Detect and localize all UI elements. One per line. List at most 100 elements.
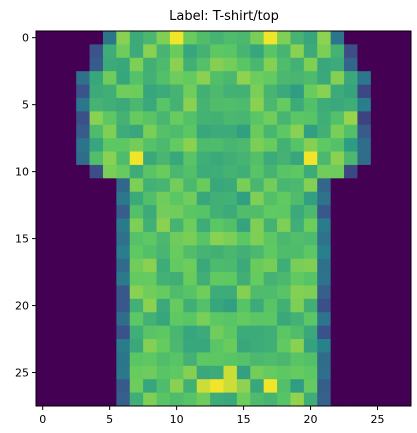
- image-pixel: [263, 44, 278, 59]
- image-pixel: [384, 84, 398, 99]
- image-pixel: [250, 164, 265, 179]
- image-pixel: [210, 31, 224, 45]
- image-pixel: [317, 298, 332, 313]
- image-pixel: [330, 272, 345, 286]
- image-pixel: [357, 111, 372, 126]
- image-pixel: [129, 44, 144, 59]
- axes-frame: [35, 30, 412, 407]
- image-pixel: [183, 272, 198, 286]
- image-pixel: [89, 312, 104, 327]
- image-pixel: [303, 365, 318, 380]
- image-pixel: [250, 272, 265, 286]
- image-pixel: [183, 44, 198, 59]
- image-pixel: [397, 258, 412, 273]
- image-pixel: [89, 272, 104, 286]
- image-pixel: [156, 44, 171, 59]
- image-pixel: [36, 44, 50, 59]
- image-pixel: [357, 392, 372, 407]
- image-pixel: [89, 205, 104, 219]
- image-pixel: [89, 111, 104, 126]
- image-pixel: [330, 31, 345, 45]
- image-pixel: [196, 205, 211, 219]
- image-pixel: [143, 325, 157, 340]
- image-pixel: [236, 124, 251, 139]
- image-pixel: [116, 365, 131, 380]
- image-pixel: [330, 218, 345, 233]
- image-pixel: [129, 178, 144, 193]
- image-pixel: [384, 205, 398, 219]
- image-pixel: [384, 44, 398, 59]
- image-pixel: [196, 285, 211, 300]
- image-pixel: [317, 178, 332, 193]
- image-pixel: [76, 164, 90, 179]
- image-pixel: [49, 97, 64, 112]
- image-pixel: [303, 285, 318, 300]
- image-pixel: [277, 31, 291, 45]
- image-pixel: [89, 151, 104, 166]
- image-pixel: [357, 138, 372, 152]
- image-pixel: [344, 151, 358, 166]
- image-pixel: [317, 352, 332, 367]
- image-pixel: [357, 97, 372, 112]
- image-pixel: [116, 205, 131, 219]
- image-pixel: [183, 57, 198, 72]
- image-pixel: [169, 298, 184, 313]
- image-pixel: [263, 325, 278, 340]
- image-pixel: [196, 151, 211, 166]
- image-pixel: [384, 164, 398, 179]
- image-pixel: [303, 218, 318, 233]
- image-pixel: [183, 312, 198, 327]
- image-pixel: [36, 352, 50, 367]
- image-pixel: [317, 97, 332, 112]
- image-pixel: [263, 84, 278, 99]
- image-pixel: [102, 164, 117, 179]
- image-pixel: [303, 298, 318, 313]
- image-pixel: [62, 57, 77, 72]
- image-pixel: [277, 298, 291, 313]
- image-pixel: [62, 272, 77, 286]
- image-pixel: [236, 245, 251, 260]
- image-pixel: [330, 231, 345, 246]
- y-tick-label: 25: [15, 367, 29, 380]
- image-pixel: [263, 151, 278, 166]
- image-pixel: [36, 124, 50, 139]
- image-pixel: [223, 325, 238, 340]
- image-pixel: [303, 84, 318, 99]
- image-pixel: [129, 164, 144, 179]
- image-pixel: [102, 191, 117, 206]
- image-pixel: [210, 111, 224, 126]
- image-pixel: [210, 272, 224, 286]
- image-pixel: [169, 272, 184, 286]
- image-pixel: [62, 31, 77, 45]
- image-pixel: [143, 231, 157, 246]
- image-pixel: [250, 298, 265, 313]
- image-pixel: [143, 258, 157, 273]
- image-pixel: [49, 218, 64, 233]
- image-pixel: [370, 339, 385, 353]
- image-pixel: [330, 205, 345, 219]
- image-pixel: [89, 325, 104, 340]
- image-pixel: [370, 84, 385, 99]
- image-pixel: [36, 71, 50, 85]
- image-pixel: [370, 379, 385, 393]
- image-pixel: [370, 164, 385, 179]
- image-pixel: [250, 352, 265, 367]
- image-pixel: [263, 298, 278, 313]
- image-pixel: [102, 312, 117, 327]
- x-axis-ticks: 0 5 10 15 20 25: [39, 406, 385, 426]
- image-pixel: [397, 285, 412, 300]
- image-pixel: [317, 312, 332, 327]
- image-pixel: [303, 57, 318, 72]
- image-pixel: [210, 339, 224, 353]
- image-pixel: [183, 339, 198, 353]
- image-pixel: [76, 285, 90, 300]
- image-pixel: [277, 392, 291, 407]
- image-pixel: [102, 205, 117, 219]
- image-pixel: [76, 57, 90, 72]
- image-pixel: [102, 84, 117, 99]
- image-pixel: [317, 205, 332, 219]
- image-pixel: [62, 245, 77, 260]
- image-pixel: [290, 312, 305, 327]
- image-pixel: [223, 352, 238, 367]
- image-pixel: [116, 258, 131, 273]
